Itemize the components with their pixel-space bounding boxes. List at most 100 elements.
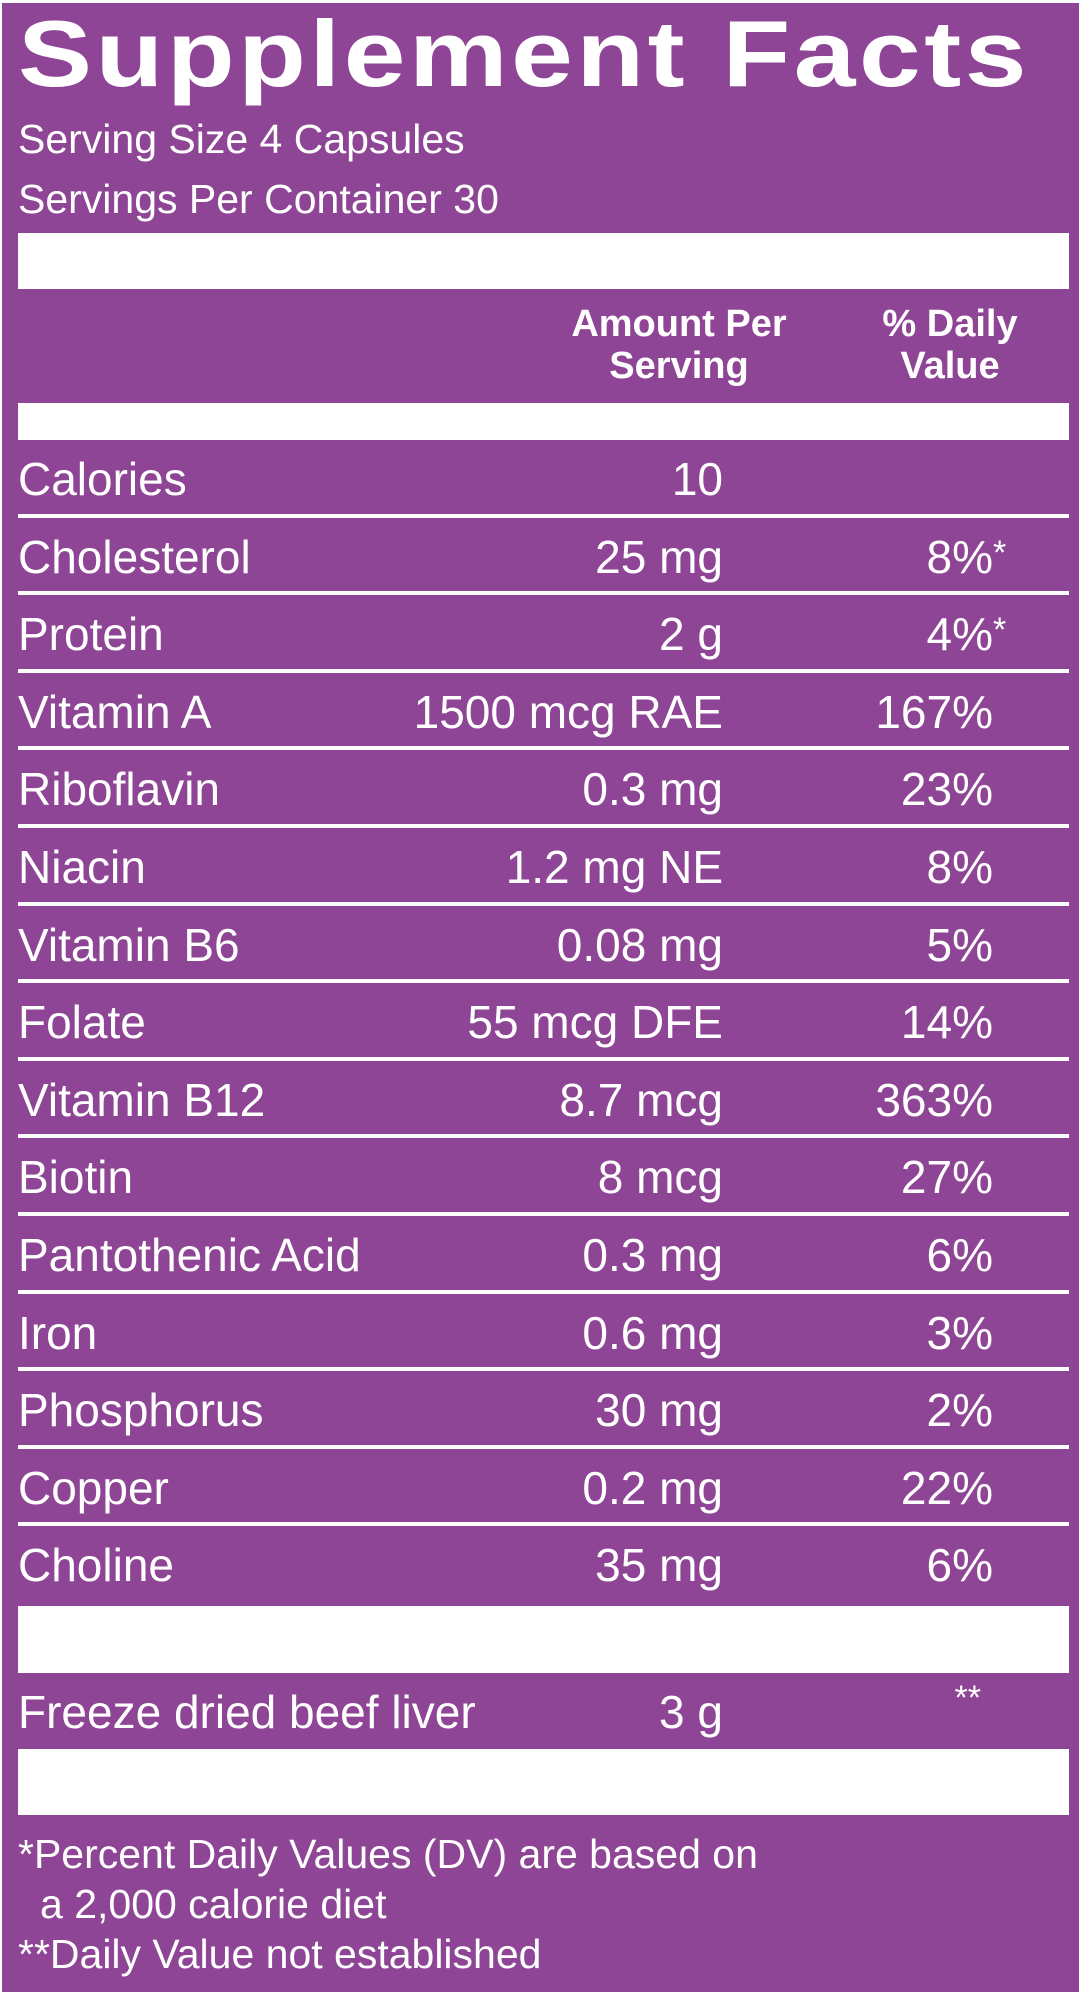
row-separator xyxy=(18,1522,1069,1527)
header-daily-value: % Daily Value xyxy=(870,303,1030,387)
nutrient-row: Copper 0.2 mg 22% xyxy=(2,1449,1079,1523)
nutrient-name: Iron xyxy=(18,1306,98,1359)
nutrient-row: Vitamin A 1500 mcg RAE 167% xyxy=(2,673,1079,747)
serving-size: Serving Size 4 Capsules xyxy=(18,116,465,162)
divider-bar-bottom xyxy=(18,1749,1069,1815)
footnote-marker: * xyxy=(993,611,1007,650)
nutrient-name: Folate xyxy=(18,996,146,1049)
row-separator xyxy=(18,1444,1069,1449)
nutrient-name: Cholesterol xyxy=(18,530,251,583)
nutrient-name: Choline xyxy=(18,1539,174,1592)
row-separator xyxy=(18,591,1069,596)
nutrient-dv-text: 14% xyxy=(900,996,993,1049)
ingredient-amount: 3 g xyxy=(659,1686,723,1738)
nutrient-dv-text: 5% xyxy=(926,918,993,971)
row-separator xyxy=(18,1289,1069,1294)
nutrient-dv-text: 8% xyxy=(926,530,993,583)
nutrient-row: Phosphorus 30 mg 2% xyxy=(2,1371,1079,1445)
nutrient-amount: 0.3 mg xyxy=(582,763,723,816)
nutrient-name: Vitamin B6 xyxy=(18,918,240,971)
nutrient-dv-text: 4% xyxy=(926,608,993,661)
nutrient-daily-value: 23% xyxy=(901,764,993,814)
footnote-marker: * xyxy=(993,533,1007,572)
row-separator xyxy=(18,513,1069,518)
footnote-calorie-diet: a 2,000 calorie diet xyxy=(40,1881,387,1927)
nutrient-dv-text: 6% xyxy=(926,1229,993,1281)
nutrient-dv-text: 2% xyxy=(926,1384,993,1437)
nutrient-amount: 1500 mcg RAE xyxy=(413,685,723,738)
footnote-dv-basis: *Percent Daily Values (DV) are based on xyxy=(18,1831,758,1877)
nutrient-row: Iron 0.6 mg 3% xyxy=(2,1294,1079,1368)
other-ingredient-row: Freeze dried beef liver 3 g ** xyxy=(2,1673,1079,1747)
nutrient-row: Cholesterol 25 mg 8% * xyxy=(2,518,1079,592)
nutrient-daily-value: 14% xyxy=(901,997,993,1047)
servings-per-container: Servings Per Container 30 xyxy=(18,176,499,222)
nutrient-row: Riboflavin 0.3 mg 23% xyxy=(2,750,1079,824)
nutrient-amount: 2 g xyxy=(659,608,723,661)
divider-bar-middle xyxy=(18,1606,1069,1673)
nutrient-amount: 35 mg xyxy=(595,1539,723,1592)
panel-title: Supplement Facts xyxy=(18,1,1030,106)
nutrient-daily-value: 8% * xyxy=(926,530,1007,583)
nutrient-daily-value: 363% xyxy=(875,1075,993,1125)
nutrient-daily-value: 5% xyxy=(927,920,993,970)
nutrient-amount: 1.2 mg NE xyxy=(505,841,723,893)
nutrient-daily-value: 6% xyxy=(927,1540,993,1590)
nutrient-name: Copper xyxy=(18,1461,169,1514)
nutrient-dv-text: 167% xyxy=(875,685,993,738)
nutrient-daily-value: 3% xyxy=(927,1308,993,1358)
footnote-dv-not-established: **Daily Value not established xyxy=(18,1931,542,1977)
row-separator xyxy=(18,1134,1069,1139)
nutrient-daily-value: 4% * xyxy=(926,608,1007,661)
nutrient-name: Vitamin A xyxy=(18,685,212,738)
divider-bar-top xyxy=(18,233,1069,289)
nutrient-row: Pantothenic Acid 0.3 mg 6% xyxy=(2,1216,1079,1290)
nutrient-dv-text: 22% xyxy=(900,1461,993,1514)
nutrient-amount: 25 mg xyxy=(595,530,723,583)
nutrient-dv-text: 3% xyxy=(926,1306,993,1359)
ingredient-dv: ** xyxy=(954,1679,981,1717)
nutrient-amount: 30 mg xyxy=(595,1384,723,1437)
row-separator xyxy=(18,1212,1069,1216)
row-separator xyxy=(18,1056,1069,1061)
ingredient-name: Freeze dried beef liver xyxy=(18,1686,476,1738)
nutrient-amount: 8.7 mcg xyxy=(559,1073,723,1126)
nutrient-amount: 55 mcg DFE xyxy=(467,996,723,1049)
row-separator xyxy=(18,979,1069,984)
nutrient-name: Protein xyxy=(18,608,164,661)
header-dv-line1: % Daily xyxy=(882,303,1018,345)
nutrient-row: Folate 55 mcg DFE 14% xyxy=(2,983,1079,1057)
nutrient-amount: 8 mcg xyxy=(597,1151,723,1204)
row-separator xyxy=(18,1367,1069,1372)
nutrient-amount: 10 xyxy=(671,453,723,505)
nutrient-dv-text: 8% xyxy=(926,841,993,893)
nutrient-amount: 0.6 mg xyxy=(582,1306,723,1359)
nutrient-amount: 0.3 mg xyxy=(582,1229,723,1281)
nutrient-row: Biotin 8 mcg 27% xyxy=(2,1138,1079,1212)
nutrient-daily-value: 167% xyxy=(875,687,993,737)
nutrient-dv-text: 363% xyxy=(875,1073,993,1126)
nutrient-name: Biotin xyxy=(18,1151,134,1204)
row-separator xyxy=(18,746,1069,751)
nutrient-row: Vitamin B12 8.7 mcg 363% xyxy=(2,1061,1079,1135)
nutrient-amount: 0.08 mg xyxy=(556,918,723,971)
nutrient-dv-text: 27% xyxy=(900,1151,993,1204)
nutrient-name: Riboflavin xyxy=(18,763,220,816)
nutrient-daily-value: 22% xyxy=(901,1463,993,1513)
nutrient-amount: 0.2 mg xyxy=(582,1461,723,1514)
nutrient-daily-value: 8% xyxy=(927,842,993,892)
nutrient-row: Protein 2 g 4% * xyxy=(2,595,1079,669)
header-amount-line2: Serving xyxy=(609,345,749,387)
nutrient-name: Vitamin B12 xyxy=(18,1073,266,1126)
nutrient-daily-value: 27% xyxy=(901,1152,993,1202)
nutrient-name: Niacin xyxy=(18,841,146,893)
row-separator xyxy=(18,824,1069,828)
nutrient-row: Calories 10 xyxy=(2,440,1079,514)
nutrient-row: Choline 35 mg 6% xyxy=(2,1526,1079,1600)
header-amount-line1: Amount Per xyxy=(571,303,787,345)
nutrient-name: Calories xyxy=(18,453,187,505)
nutrient-daily-value: 6% xyxy=(927,1230,993,1280)
row-separator xyxy=(18,901,1069,906)
nutrient-dv-text: 23% xyxy=(900,763,993,816)
